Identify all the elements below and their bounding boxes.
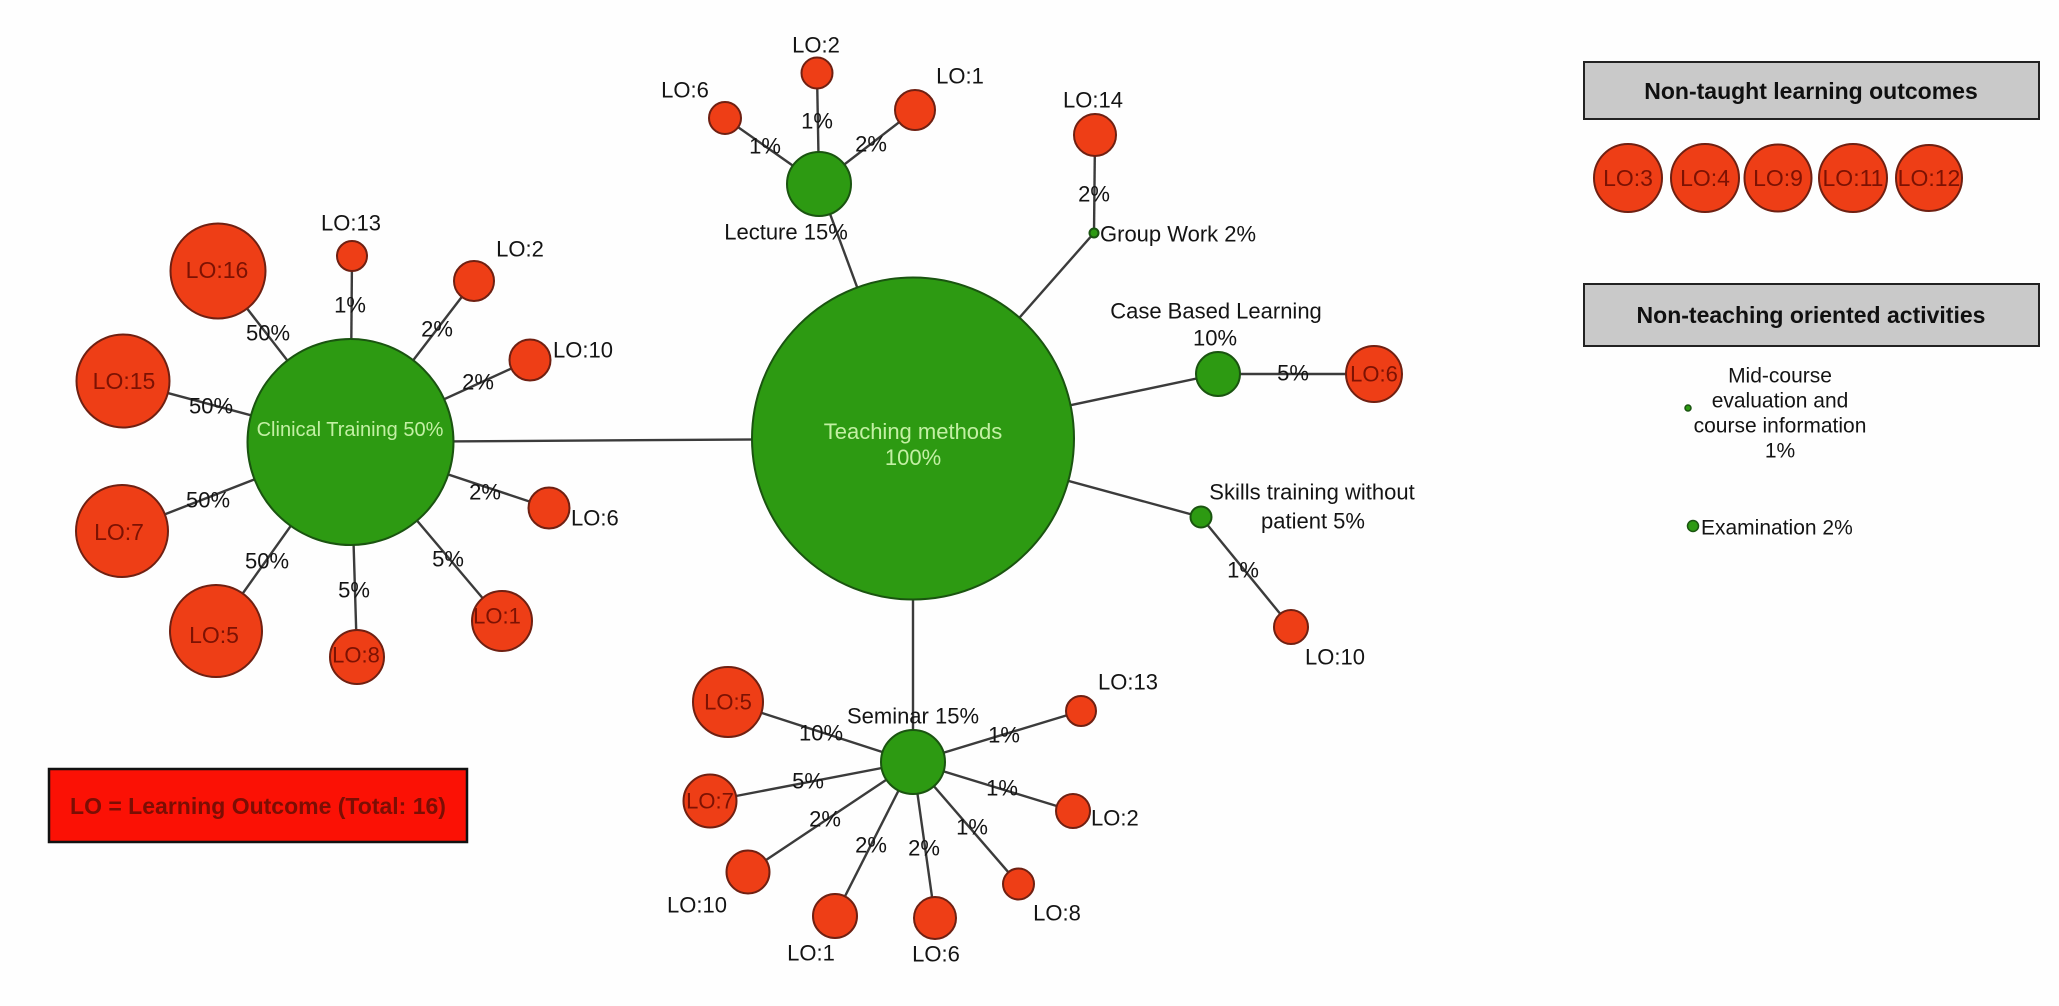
svg-text:LO:14: LO:14 <box>1063 88 1123 113</box>
svg-text:2%: 2% <box>421 317 453 342</box>
svg-text:LO:5: LO:5 <box>189 622 239 648</box>
svg-text:100%: 100% <box>885 445 941 470</box>
svg-text:1%: 1% <box>988 723 1020 748</box>
svg-text:Non-teaching oriented activiti: Non-teaching oriented activities <box>1637 302 1986 328</box>
svg-text:2%: 2% <box>855 833 887 858</box>
svg-text:LO:2: LO:2 <box>792 33 840 58</box>
svg-text:Skills training without: Skills training without <box>1209 480 1414 505</box>
svg-text:1%: 1% <box>1765 439 1795 462</box>
svg-text:2%: 2% <box>1078 182 1110 207</box>
svg-text:LO:16: LO:16 <box>186 257 249 283</box>
svg-text:LO:13: LO:13 <box>1098 670 1158 695</box>
svg-text:Examination 2%: Examination 2% <box>1701 516 1853 539</box>
svg-text:1%: 1% <box>956 815 988 840</box>
svg-text:LO:3: LO:3 <box>1603 165 1653 191</box>
svg-text:10%: 10% <box>799 721 843 746</box>
svg-text:LO:10: LO:10 <box>667 893 727 918</box>
svg-text:LO:2: LO:2 <box>496 237 544 262</box>
svg-text:50%: 50% <box>246 321 290 346</box>
svg-text:LO:7: LO:7 <box>686 789 734 814</box>
svg-text:10%: 10% <box>1193 326 1237 351</box>
svg-text:LO:6: LO:6 <box>1350 362 1398 387</box>
svg-text:Teaching methods: Teaching methods <box>824 419 1003 444</box>
svg-text:LO:10: LO:10 <box>553 338 613 363</box>
svg-text:2%: 2% <box>855 132 887 157</box>
svg-text:LO:9: LO:9 <box>1753 165 1803 191</box>
svg-text:50%: 50% <box>245 549 289 574</box>
svg-text:1%: 1% <box>1227 558 1259 583</box>
svg-text:LO:6: LO:6 <box>912 942 960 967</box>
svg-text:50%: 50% <box>186 488 230 513</box>
svg-text:LO:15: LO:15 <box>93 368 156 394</box>
svg-text:5%: 5% <box>432 547 464 572</box>
svg-text:1%: 1% <box>749 134 781 159</box>
svg-text:evaluation and: evaluation and <box>1712 389 1849 412</box>
svg-text:Non-taught learning outcomes: Non-taught learning outcomes <box>1644 78 1978 104</box>
svg-text:LO:1: LO:1 <box>936 64 984 89</box>
svg-text:LO:6: LO:6 <box>571 506 619 531</box>
svg-text:LO:12: LO:12 <box>1898 165 1961 191</box>
svg-text:50%: 50% <box>189 394 233 419</box>
svg-text:2%: 2% <box>809 807 841 832</box>
svg-text:LO = Learning Outcome (Total:: LO = Learning Outcome (Total: 16) <box>70 793 446 819</box>
svg-text:patient 5%: patient 5% <box>1261 509 1365 534</box>
svg-text:LO:1: LO:1 <box>787 941 835 966</box>
svg-text:LO:13: LO:13 <box>321 211 381 236</box>
svg-text:LO:11: LO:11 <box>1823 165 1884 191</box>
svg-text:Seminar 15%: Seminar 15% <box>847 704 979 729</box>
svg-text:Lecture 15%: Lecture 15% <box>724 220 848 245</box>
svg-text:Clinical Training 50%: Clinical Training 50% <box>257 419 444 441</box>
svg-text:LO:10: LO:10 <box>1305 645 1365 670</box>
svg-text:2%: 2% <box>908 836 940 861</box>
svg-text:1%: 1% <box>986 776 1018 801</box>
svg-text:LO:6: LO:6 <box>661 78 709 103</box>
svg-text:LO:7: LO:7 <box>94 519 144 545</box>
svg-text:LO:4: LO:4 <box>1680 165 1730 191</box>
svg-text:2%: 2% <box>469 480 501 505</box>
svg-text:LO:2: LO:2 <box>1091 806 1139 831</box>
svg-text:Mid-course: Mid-course <box>1728 364 1832 387</box>
svg-text:5%: 5% <box>1277 361 1309 386</box>
svg-text:2%: 2% <box>462 370 494 395</box>
svg-text:LO:8: LO:8 <box>1033 901 1081 926</box>
svg-text:course information: course information <box>1694 414 1867 437</box>
svg-text:1%: 1% <box>334 293 366 318</box>
svg-text:LO:1: LO:1 <box>473 604 521 629</box>
svg-text:5%: 5% <box>792 769 824 794</box>
svg-text:LO:8: LO:8 <box>332 643 380 668</box>
svg-text:1%: 1% <box>801 109 833 134</box>
svg-text:5%: 5% <box>338 578 370 603</box>
svg-text:Case Based Learning: Case Based Learning <box>1110 299 1322 324</box>
svg-text:Group Work 2%: Group Work 2% <box>1100 222 1256 247</box>
svg-text:LO:5: LO:5 <box>704 690 752 715</box>
